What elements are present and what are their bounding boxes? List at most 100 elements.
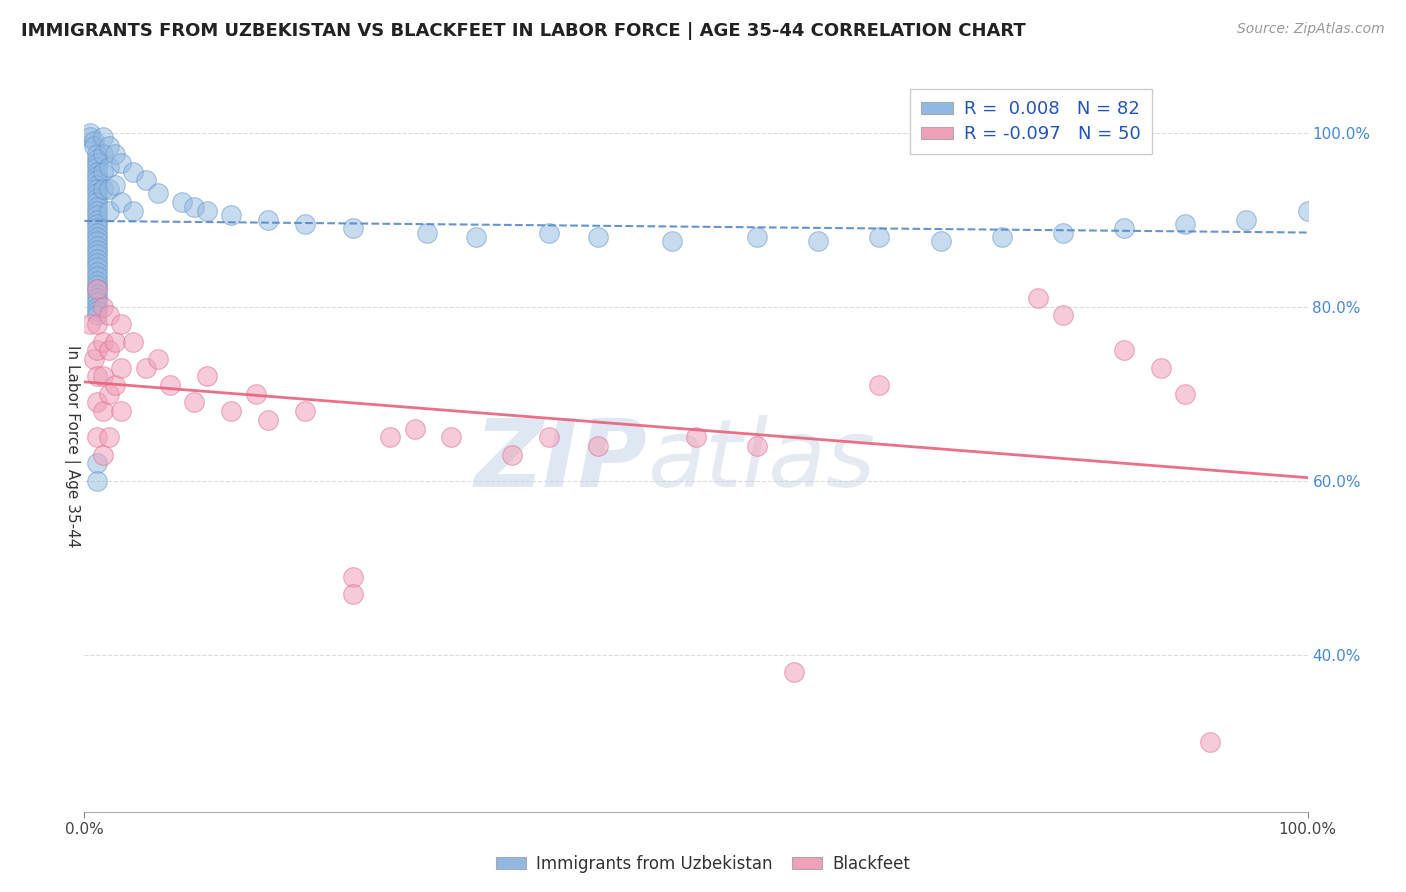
- Point: [172, 195, 194, 210]
- Point: [122, 334, 145, 349]
- Point: [83, 134, 105, 148]
- Point: [86, 282, 108, 296]
- Point: [86, 186, 108, 201]
- Point: [1296, 203, 1319, 218]
- Point: [586, 230, 609, 244]
- Point: [86, 260, 108, 275]
- Point: [146, 186, 169, 201]
- Point: [86, 212, 108, 227]
- Text: IMMIGRANTS FROM UZBEKISTAN VS BLACKFEET IN LABOR FORCE | AGE 35-44 CORRELATION C: IMMIGRANTS FROM UZBEKISTAN VS BLACKFEET …: [21, 22, 1026, 40]
- Point: [195, 203, 218, 218]
- Point: [86, 474, 108, 488]
- Point: [1198, 735, 1220, 749]
- Point: [502, 448, 524, 462]
- Point: [86, 252, 108, 266]
- Point: [104, 378, 127, 392]
- Point: [538, 430, 561, 444]
- Point: [783, 665, 806, 680]
- Point: [416, 226, 439, 240]
- Point: [91, 404, 114, 418]
- Point: [869, 378, 891, 392]
- Point: [86, 269, 108, 284]
- Point: [1028, 291, 1050, 305]
- Point: [661, 235, 683, 249]
- Point: [79, 126, 101, 140]
- Point: [342, 221, 364, 235]
- Point: [1150, 360, 1173, 375]
- Point: [747, 230, 769, 244]
- Point: [122, 203, 145, 218]
- Point: [464, 230, 486, 244]
- Point: [86, 147, 108, 161]
- Point: [79, 129, 101, 144]
- Point: [86, 200, 108, 214]
- Text: ZIP: ZIP: [474, 415, 647, 507]
- Point: [135, 173, 157, 187]
- Point: [219, 208, 242, 222]
- Point: [929, 235, 952, 249]
- Point: [404, 421, 426, 435]
- Point: [294, 217, 316, 231]
- Point: [91, 129, 114, 144]
- Point: [97, 182, 120, 196]
- Point: [86, 256, 108, 270]
- Point: [195, 369, 218, 384]
- Point: [86, 226, 108, 240]
- Point: [86, 430, 108, 444]
- Point: [86, 243, 108, 257]
- Text: atlas: atlas: [647, 415, 876, 506]
- Point: [183, 395, 205, 409]
- Point: [91, 334, 114, 349]
- Point: [97, 343, 120, 358]
- Point: [86, 217, 108, 231]
- Point: [110, 360, 132, 375]
- Point: [183, 200, 205, 214]
- Point: [86, 457, 108, 471]
- Text: Source: ZipAtlas.com: Source: ZipAtlas.com: [1237, 22, 1385, 37]
- Point: [257, 413, 280, 427]
- Point: [91, 300, 114, 314]
- Point: [86, 343, 108, 358]
- Point: [159, 378, 181, 392]
- Point: [86, 238, 108, 252]
- Point: [86, 173, 108, 187]
- Point: [86, 317, 108, 331]
- Point: [86, 291, 108, 305]
- Point: [86, 300, 108, 314]
- Point: [86, 191, 108, 205]
- Point: [1052, 309, 1074, 323]
- Point: [91, 164, 114, 178]
- Point: [91, 182, 114, 196]
- Point: [747, 439, 769, 453]
- Point: [1174, 386, 1197, 401]
- Point: [110, 156, 132, 170]
- Point: [83, 138, 105, 153]
- Y-axis label: In Labor Force | Age 35-44: In Labor Force | Age 35-44: [63, 345, 80, 547]
- Point: [257, 212, 280, 227]
- Point: [97, 430, 120, 444]
- Point: [86, 156, 108, 170]
- Point: [86, 203, 108, 218]
- Point: [97, 309, 120, 323]
- Point: [146, 351, 169, 366]
- Point: [86, 152, 108, 166]
- Point: [440, 430, 463, 444]
- Point: [86, 161, 108, 175]
- Point: [86, 282, 108, 296]
- Point: [86, 247, 108, 261]
- Point: [91, 448, 114, 462]
- Point: [135, 360, 157, 375]
- Point: [86, 277, 108, 292]
- Point: [104, 147, 127, 161]
- Point: [245, 386, 267, 401]
- Point: [1052, 226, 1074, 240]
- Point: [86, 235, 108, 249]
- Point: [86, 169, 108, 183]
- Point: [83, 351, 105, 366]
- Point: [86, 195, 108, 210]
- Point: [219, 404, 242, 418]
- Point: [1174, 217, 1197, 231]
- Point: [1114, 221, 1136, 235]
- Point: [685, 430, 707, 444]
- Point: [86, 274, 108, 288]
